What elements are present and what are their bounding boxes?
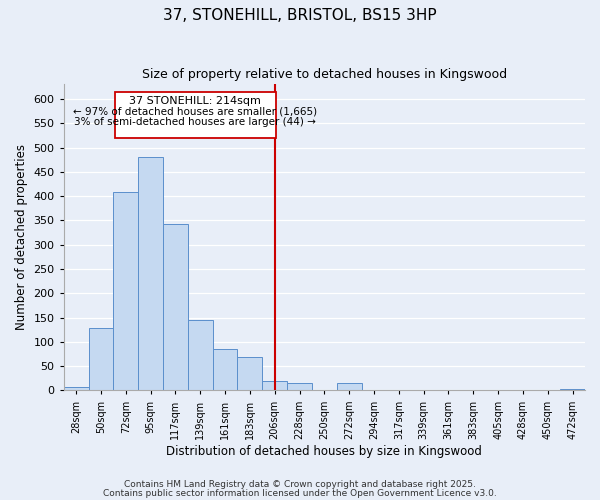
Bar	[113, 192, 138, 390]
Text: 37, STONEHILL, BRISTOL, BS15 3HP: 37, STONEHILL, BRISTOL, BS15 3HP	[163, 8, 437, 22]
Bar	[337, 383, 362, 390]
Bar	[163, 224, 188, 390]
Bar	[238, 358, 262, 390]
Bar	[138, 158, 163, 390]
Text: 37 STONEHILL: 214sqm: 37 STONEHILL: 214sqm	[130, 96, 261, 106]
Y-axis label: Number of detached properties: Number of detached properties	[15, 144, 28, 330]
Text: 3% of semi-detached houses are larger (44) →: 3% of semi-detached houses are larger (4…	[74, 117, 316, 127]
Bar	[287, 383, 312, 390]
Text: Contains public sector information licensed under the Open Government Licence v3: Contains public sector information licen…	[103, 488, 497, 498]
Bar	[64, 386, 89, 390]
Bar	[212, 349, 238, 391]
Bar	[262, 380, 287, 390]
X-axis label: Distribution of detached houses by size in Kingswood: Distribution of detached houses by size …	[166, 444, 482, 458]
Text: Contains HM Land Registry data © Crown copyright and database right 2025.: Contains HM Land Registry data © Crown c…	[124, 480, 476, 489]
Title: Size of property relative to detached houses in Kingswood: Size of property relative to detached ho…	[142, 68, 507, 80]
Bar	[188, 320, 212, 390]
Text: ← 97% of detached houses are smaller (1,665): ← 97% of detached houses are smaller (1,…	[73, 106, 317, 117]
FancyBboxPatch shape	[115, 92, 276, 138]
Bar	[89, 328, 113, 390]
